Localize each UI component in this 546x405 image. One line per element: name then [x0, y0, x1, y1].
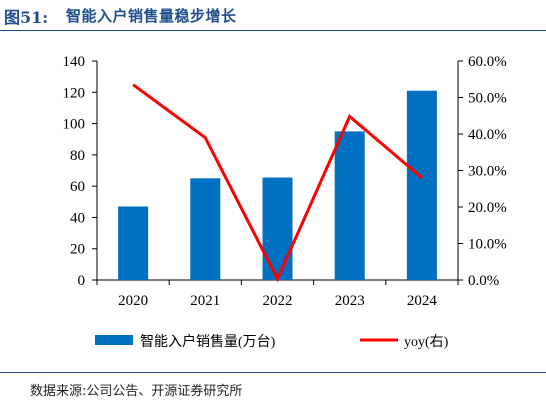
bar-2020: [118, 206, 149, 280]
x-tick-label: 2022: [263, 293, 293, 309]
bar-2021: [190, 178, 221, 280]
right-tick-label: 10.0%: [468, 237, 507, 253]
left-tick-label: 140: [63, 54, 86, 70]
left-tick-label: 40: [70, 210, 85, 226]
right-tick-label: 50.0%: [468, 91, 507, 107]
legend-label-bars: 智能入户销售量(万台): [140, 333, 276, 350]
axes-group: 0 20 40 60 80 100 120 140 0.0% 10.0% 20.0% 30.0% 40.…: [63, 54, 507, 309]
bar-2024: [406, 90, 437, 280]
left-tick-label: 100: [63, 117, 86, 133]
x-tick-label: 2023: [335, 293, 365, 309]
figure-title: 智能入户销售量稳步增长: [66, 7, 237, 25]
figure-title-row: 图51: 智能入户销售量稳步增长: [4, 4, 544, 30]
right-tick-label: 0.0%: [468, 273, 499, 289]
right-tick-label: 30.0%: [468, 164, 507, 180]
source-divider: [0, 372, 546, 373]
bar-series: [118, 90, 437, 280]
x-tick-label: 2021: [190, 293, 220, 309]
right-tick-label: 40.0%: [468, 127, 507, 143]
legend-label-line: yoy(右): [404, 334, 449, 350]
x-tick-label: 2020: [118, 293, 148, 309]
left-tick-label: 0: [78, 273, 86, 289]
legend-swatch-bars: [95, 335, 133, 345]
left-tick-label: 60: [70, 179, 85, 195]
line-series: [132, 83, 423, 283]
left-tick-label: 120: [63, 85, 86, 101]
figure-number: 图51:: [4, 8, 49, 27]
x-tick-label: 2024: [407, 293, 438, 309]
right-tick-label: 20.0%: [468, 200, 507, 216]
legend: 智能入户销售量(万台) yoy(右): [95, 333, 449, 350]
left-tick-label: 20: [70, 242, 85, 258]
source-note: 数据来源:公司公告、开源证券研究所: [30, 384, 243, 399]
title-divider: [0, 30, 546, 31]
left-tick-label: 80: [70, 148, 85, 164]
bar-2023: [334, 131, 365, 280]
right-tick-label: 60.0%: [468, 54, 507, 70]
bar-2022: [262, 177, 293, 280]
